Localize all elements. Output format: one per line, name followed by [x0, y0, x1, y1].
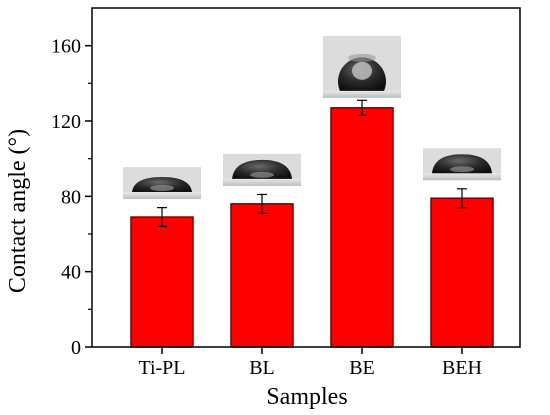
droplet-substrate: [123, 192, 201, 200]
droplet-image-beh: [423, 148, 501, 181]
y-tick-label: 0: [71, 337, 81, 359]
droplet-highlight: [250, 171, 274, 178]
droplet-reflection: [348, 53, 376, 62]
droplet-shape: [232, 159, 292, 179]
droplet-highlight: [352, 61, 372, 80]
x-tick-label: Ti-PL: [138, 357, 185, 379]
y-tick-label: 120: [51, 111, 81, 133]
droplet-highlight: [150, 185, 174, 192]
droplet-substrate: [223, 178, 301, 186]
bar-be: [330, 107, 394, 348]
droplet-shape: [432, 154, 492, 174]
bar-ti-pl: [130, 216, 194, 348]
y-tick-label: 40: [61, 262, 81, 284]
droplet-substrate: [423, 173, 501, 181]
plot-frame: [91, 7, 521, 348]
y-tick-label: 160: [51, 36, 81, 58]
bar-bl: [230, 203, 294, 348]
droplet-images: [123, 35, 501, 200]
x-tick-label: BL: [249, 357, 275, 379]
x-tick-label: BE: [349, 357, 375, 379]
y-axis-title: Contact angle (°): [5, 129, 31, 293]
droplet-image-be: [323, 35, 401, 98]
bar-beh: [430, 197, 494, 348]
y-tick-label: 80: [61, 186, 81, 208]
x-axis-title: Samples: [266, 384, 347, 410]
droplet-shape: [132, 177, 192, 193]
droplet-image-bl: [223, 153, 301, 186]
droplet-image-ti-pl: [123, 167, 201, 200]
bar-marks: [130, 99, 494, 348]
axes: Ti-PL BL BE BEH 0 40 80 120 160: [51, 7, 521, 379]
droplet-substrate: [323, 90, 401, 98]
droplet-highlight: [450, 166, 474, 173]
x-tick-label: BEH: [442, 357, 482, 379]
